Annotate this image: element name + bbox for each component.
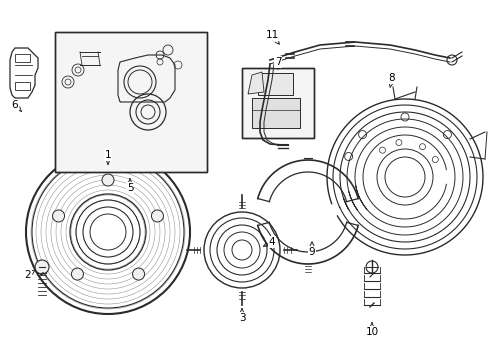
Bar <box>15 54 30 62</box>
Text: 10: 10 <box>365 323 378 337</box>
Text: 2: 2 <box>24 270 35 280</box>
Bar <box>55 32 206 172</box>
Bar <box>55 32 206 172</box>
PathPatch shape <box>247 72 264 94</box>
Text: 8: 8 <box>388 73 394 87</box>
Circle shape <box>132 268 144 280</box>
Circle shape <box>35 260 49 274</box>
Bar <box>15 82 30 90</box>
Text: 7: 7 <box>274 57 281 69</box>
Bar <box>242 68 313 138</box>
Bar <box>258 73 292 95</box>
Circle shape <box>151 210 163 222</box>
Text: 6: 6 <box>12 100 21 112</box>
Text: 4: 4 <box>263 237 275 247</box>
Text: 3: 3 <box>238 309 245 323</box>
Circle shape <box>102 174 114 186</box>
Circle shape <box>71 268 83 280</box>
Text: 11: 11 <box>265 30 279 44</box>
Text: 9: 9 <box>308 242 315 257</box>
Text: 5: 5 <box>126 179 133 193</box>
Circle shape <box>52 210 64 222</box>
Bar <box>251 98 299 128</box>
Bar <box>242 68 313 138</box>
Text: 1: 1 <box>104 150 111 164</box>
